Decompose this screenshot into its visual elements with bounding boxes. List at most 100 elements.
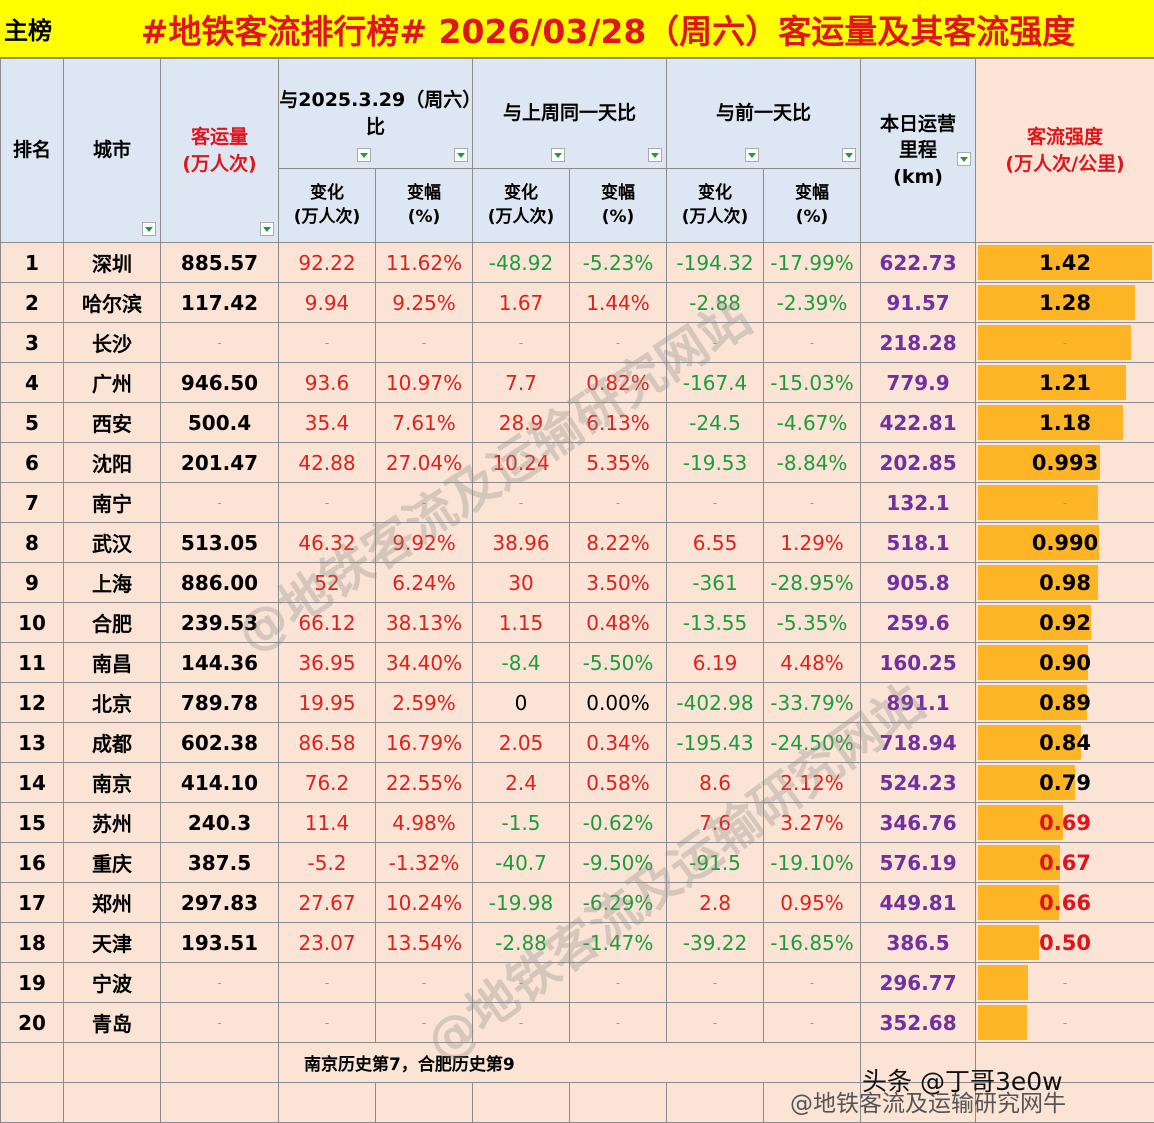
empty-row	[0, 1082, 1154, 1123]
table-cell: -1.47%	[569, 922, 668, 963]
table-cell: 38.96	[472, 522, 571, 563]
table-cell: 重庆	[63, 842, 161, 883]
table-row: 14 南京 414.10 76.2 22.55% 2.4 0.58% 8.6 2.12% 524.…	[0, 762, 1154, 803]
table-cell: -	[278, 1002, 376, 1043]
table-cell: 0	[472, 682, 571, 723]
table-cell: 3.27%	[763, 802, 862, 843]
intensity-cell: 0.79	[975, 762, 1154, 803]
table-cell: 449.81	[860, 882, 977, 923]
table-cell: 602.38	[160, 722, 279, 763]
intensity-label: 0.92	[1039, 610, 1091, 635]
watermark: 头条 @丁哥3e0w	[862, 1067, 1063, 1096]
table-cell: -	[763, 322, 862, 363]
table-cell: -19.10%	[763, 842, 862, 883]
table-cell: 10	[0, 602, 64, 643]
table-row: 8 武汉 513.05 46.32 9.92% 38.96 8.22% 6.55 1.29% 51…	[0, 522, 1154, 563]
table-cell: 5	[0, 402, 64, 443]
table-cell: 30	[472, 562, 571, 603]
filter-button[interactable]	[142, 222, 156, 236]
table-cell: 9	[0, 562, 64, 603]
table-cell: 武汉	[63, 522, 161, 563]
table-cell: 上海	[63, 562, 161, 603]
intensity-bar	[978, 765, 1075, 800]
table-cell: -0.62%	[569, 802, 668, 843]
table-cell: 西安	[63, 402, 161, 443]
intensity-bar	[978, 365, 1127, 400]
filter-button[interactable]	[648, 148, 663, 162]
table-cell: -	[278, 962, 376, 1003]
table-cell: -9.50%	[569, 842, 668, 883]
intensity-cell: -	[975, 322, 1154, 363]
table-cell: -1.32%	[374, 842, 474, 883]
table-cell: -16.85%	[763, 922, 862, 963]
table-cell: 成都	[63, 722, 161, 763]
note: 南京历史第7，合肥历史第9	[277, 1042, 862, 1083]
table-cell: -8.84%	[763, 442, 862, 483]
table-cell: -2.88	[472, 922, 571, 963]
table-cell: -	[278, 322, 376, 363]
table-cell: -	[763, 1002, 862, 1043]
table-cell: 广州	[63, 362, 161, 403]
intensity-cell: 1.28	[975, 282, 1154, 323]
table-cell: -	[763, 482, 862, 523]
table-row: 20 青岛 - - - - - - -352.68-	[0, 1002, 1154, 1043]
filter-button[interactable]	[454, 148, 469, 162]
table-cell: 386.5	[860, 922, 977, 963]
table-cell: 9.94	[278, 282, 376, 323]
intensity-bar	[978, 445, 1100, 480]
intensity-bar	[978, 285, 1135, 320]
table-cell: 7.6	[666, 802, 765, 843]
intensity-label: 1.18	[1039, 410, 1091, 435]
table-cell: -19.98	[472, 882, 571, 923]
intensity-label: 0.98	[1039, 570, 1091, 595]
table-cell: 长沙	[63, 322, 161, 363]
table-cell: 北京	[63, 682, 161, 723]
column-header: 客流强度 (万人次/公里)	[975, 58, 1154, 243]
filter-button[interactable]	[551, 148, 566, 162]
table-cell: 15	[0, 802, 64, 843]
table-cell: -48.92	[472, 242, 571, 283]
table-cell: 6	[0, 442, 64, 483]
table-cell: 4	[0, 362, 64, 403]
table-cell: 27.67	[278, 882, 376, 923]
table-cell: 郑州	[63, 882, 161, 923]
table-cell: 8.22%	[569, 522, 668, 563]
filter-button[interactable]	[957, 152, 972, 166]
filter-button[interactable]	[260, 222, 274, 236]
column-header: 客运量 (万人次)	[160, 58, 279, 243]
filter-button[interactable]	[745, 148, 760, 162]
sub-header: 变化 (万人次)	[666, 168, 765, 243]
table-cell: 16.79%	[374, 722, 474, 763]
table-cell: 524.23	[860, 762, 977, 803]
table-cell	[472, 1082, 571, 1123]
filter-button[interactable]	[357, 148, 371, 162]
sub-header: 变幅 (%)	[763, 168, 862, 243]
table-cell: 7.61%	[374, 402, 474, 443]
intensity-bar	[978, 1005, 1028, 1040]
table-cell: 天津	[63, 922, 161, 963]
table-cell: -167.4	[666, 362, 765, 403]
table-cell: 218.28	[860, 322, 977, 363]
table-cell	[0, 1082, 64, 1123]
table-cell: 1	[0, 242, 64, 283]
table-cell: 9.92%	[374, 522, 474, 563]
table-cell: -	[472, 1002, 571, 1043]
table-cell	[975, 1082, 1154, 1123]
table-cell: 0.95%	[763, 882, 862, 923]
intensity-label: -	[1062, 335, 1068, 350]
header-text: 客流强度 (万人次/公里)	[1005, 125, 1125, 175]
table-cell: 22.55%	[374, 762, 474, 803]
table-cell: 144.36	[160, 642, 279, 683]
table-cell: -	[160, 1002, 279, 1043]
intensity-label: 0.66	[1039, 890, 1091, 915]
sub-header: 变化 (万人次)	[278, 168, 376, 243]
filter-button[interactable]	[842, 148, 857, 162]
tag: 主榜	[4, 17, 52, 45]
table-cell: 0.58%	[569, 762, 668, 803]
table-cell: 132.1	[860, 482, 977, 523]
table-cell: 14	[0, 762, 64, 803]
table-row: 7 南宁 - - - - - - -132.1-	[0, 482, 1154, 523]
table-row: 1 深圳 885.57 92.22 11.62% -48.92 -5.23% -194.32-…	[0, 242, 1154, 283]
table-cell: -	[374, 482, 474, 523]
table-cell: 2	[0, 282, 64, 323]
